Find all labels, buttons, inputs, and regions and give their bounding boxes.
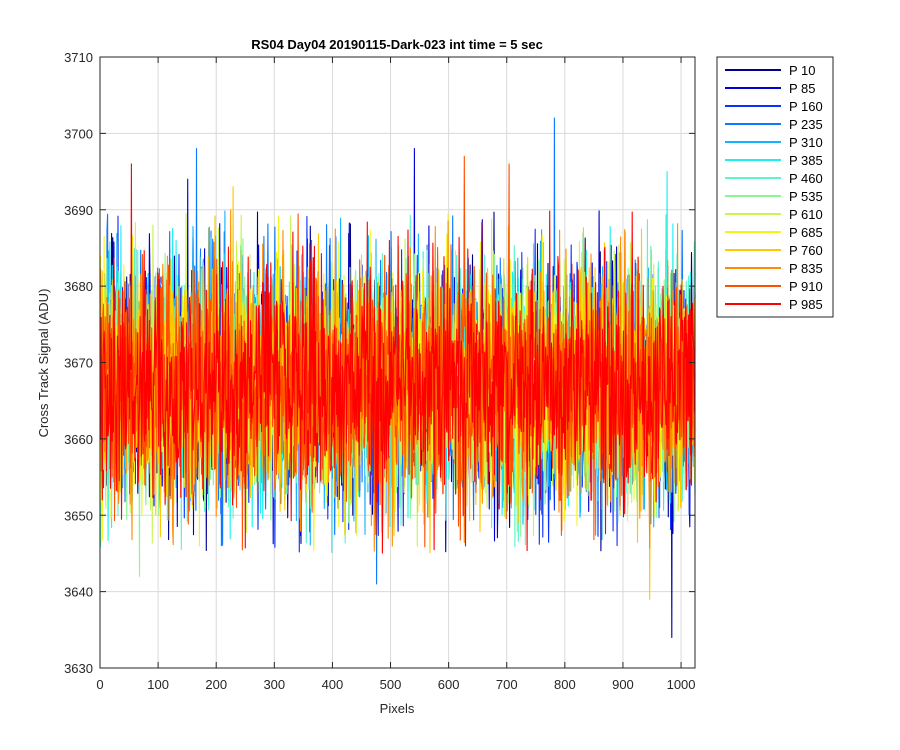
y-tick-label: 3680: [64, 279, 93, 294]
legend-entry: P 85: [725, 81, 816, 96]
x-tick-label: 400: [322, 677, 344, 692]
legend-label: P 910: [789, 279, 823, 294]
x-tick-label: 500: [380, 677, 402, 692]
y-tick-label: 3670: [64, 356, 93, 371]
legend-label: P 535: [789, 189, 823, 204]
legend-entry: P 460: [725, 171, 823, 186]
legend-label: P 235: [789, 117, 823, 132]
legend-entry: P 310: [725, 135, 823, 150]
x-tick-label: 0: [96, 677, 103, 692]
legend-label: P 385: [789, 153, 823, 168]
legend-entry: P 910: [725, 279, 823, 294]
legend-label: P 85: [789, 81, 816, 96]
legend-entry: P 235: [725, 117, 823, 132]
x-axis-label: Pixels: [380, 701, 415, 716]
legend-label: P 610: [789, 207, 823, 222]
y-tick-label: 3660: [64, 432, 93, 447]
legend-entry: P 835: [725, 261, 823, 276]
x-tick-label: 600: [438, 677, 460, 692]
legend-label: P 160: [789, 99, 823, 114]
legend-label: P 685: [789, 225, 823, 240]
x-tick-label: 200: [205, 677, 227, 692]
y-tick-label: 3710: [64, 50, 93, 65]
legend-label: P 460: [789, 171, 823, 186]
legend-entry: P 610: [725, 207, 823, 222]
x-tick-label: 300: [263, 677, 285, 692]
x-tick-label: 1000: [667, 677, 696, 692]
legend-label: P 10: [789, 63, 816, 78]
legend-entry: P 535: [725, 189, 823, 204]
legend-entry: P 10: [725, 63, 816, 78]
legend-box: [716, 56, 834, 318]
legend-entry: P 160: [725, 99, 823, 114]
legend-label: P 310: [789, 135, 823, 150]
y-tick-label: 3690: [64, 203, 93, 218]
legend: P 10 P 85 P 160 P 235 P 310 P 385 P 460 P 535 P …: [716, 56, 834, 318]
x-tick-label: 100: [147, 677, 169, 692]
legend-entry: P 760: [725, 243, 823, 258]
legend-entry: P 385: [725, 153, 823, 168]
legend-label: P 985: [789, 297, 823, 312]
legend-label: P 760: [789, 243, 823, 258]
legend-entry: P 985: [725, 297, 823, 312]
y-tick-label: 3650: [64, 508, 93, 523]
y-axis-label: Cross Track Signal (ADU): [36, 289, 51, 438]
legend-label: P 835: [789, 261, 823, 276]
x-tick-label: 700: [496, 677, 518, 692]
x-tick-label: 900: [612, 677, 634, 692]
y-tick-label: 3640: [64, 585, 93, 600]
series-line-p-985: [100, 163, 696, 554]
y-tick-label: 3700: [64, 126, 93, 141]
chart-title: RS04 Day04 20190115-Dark-023 int time = …: [251, 37, 543, 52]
y-tick-label: 3630: [64, 661, 93, 676]
legend-entry: P 685: [725, 225, 823, 240]
plot-area: 0 100 200 300 400 500 600 700 800 900 1000 3630 3640…: [64, 50, 696, 692]
x-tick-label: 800: [554, 677, 576, 692]
